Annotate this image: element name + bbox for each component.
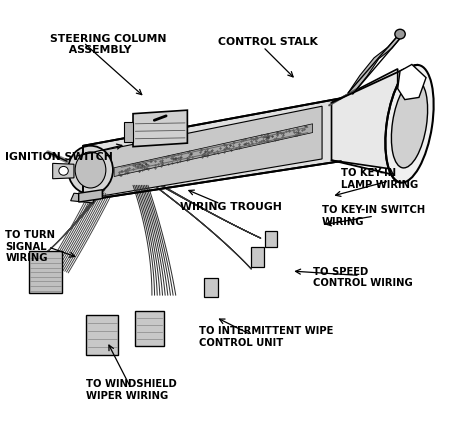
Polygon shape — [133, 110, 187, 147]
Bar — [86, 315, 118, 355]
Polygon shape — [348, 36, 401, 94]
Bar — [136, 310, 164, 346]
Polygon shape — [114, 124, 313, 176]
Text: TO TURN
SIGNAL
WIRING: TO TURN SIGNAL WIRING — [5, 230, 55, 263]
Polygon shape — [100, 106, 322, 196]
Text: TO KEY-IN SWITCH
WIRING: TO KEY-IN SWITCH WIRING — [322, 206, 425, 227]
Circle shape — [59, 166, 68, 175]
Ellipse shape — [68, 146, 113, 194]
Polygon shape — [83, 98, 341, 201]
Ellipse shape — [385, 65, 434, 183]
Bar — [251, 247, 264, 267]
Text: TO KEY-IN
LAMP WIRING: TO KEY-IN LAMP WIRING — [341, 168, 418, 190]
Bar — [265, 232, 277, 247]
Polygon shape — [53, 163, 74, 179]
Text: TO WINDSHIELD
WIPER WIRING: TO WINDSHIELD WIPER WIRING — [86, 379, 176, 400]
Text: TO INTERMITTENT WIPE
CONTROL UNIT: TO INTERMITTENT WIPE CONTROL UNIT — [199, 326, 334, 348]
Ellipse shape — [75, 152, 106, 188]
Bar — [204, 278, 218, 297]
Bar — [29, 251, 62, 293]
Polygon shape — [124, 123, 133, 142]
Text: IGNITION SWITCH: IGNITION SWITCH — [5, 152, 113, 162]
Polygon shape — [79, 190, 102, 202]
Text: STEERING COLUMN
     ASSEMBLY: STEERING COLUMN ASSEMBLY — [50, 34, 167, 55]
Text: CONTROL STALK: CONTROL STALK — [218, 37, 318, 48]
Ellipse shape — [392, 80, 428, 168]
Ellipse shape — [395, 29, 405, 39]
Polygon shape — [398, 64, 426, 100]
Polygon shape — [331, 69, 398, 170]
Text: TO SPEED
CONTROL WIRING: TO SPEED CONTROL WIRING — [313, 267, 412, 288]
Polygon shape — [71, 193, 95, 203]
Text: WIRING TROUGH: WIRING TROUGH — [180, 202, 282, 212]
